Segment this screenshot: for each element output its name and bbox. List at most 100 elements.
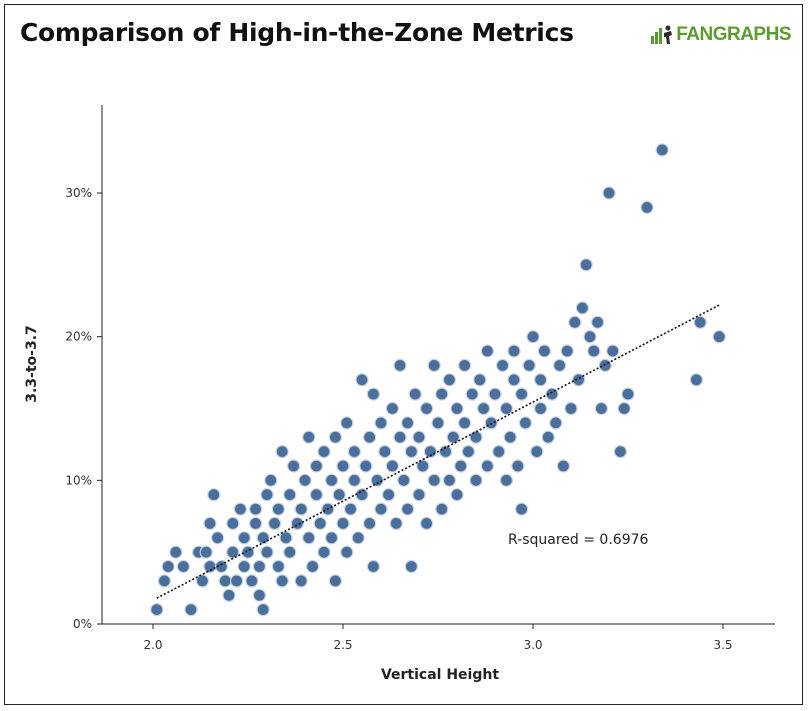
- scatter-point: [594, 401, 609, 416]
- scatter-point: [435, 387, 449, 401]
- scatter-point: [226, 516, 240, 531]
- scatter-point: [351, 531, 365, 545]
- scatter-point: [484, 416, 498, 430]
- scatter-point: [256, 602, 270, 617]
- scatter-point: [325, 473, 339, 487]
- scatter-point: [431, 416, 445, 430]
- scatter-point: [488, 387, 502, 401]
- scatter-point: [461, 445, 475, 459]
- scatter-point: [693, 315, 707, 329]
- scatter-point: [283, 488, 297, 502]
- scatter-point: [458, 416, 472, 430]
- scatter-point: [283, 545, 297, 559]
- scatter-point: [252, 588, 266, 602]
- scatter-point: [537, 344, 552, 358]
- scatter-point: [290, 516, 304, 531]
- y-axis-label: 3.3-to-3.7: [24, 325, 40, 403]
- scatter-point: [385, 401, 399, 416]
- scatter-point: [374, 416, 388, 430]
- scatter-point: [287, 459, 301, 473]
- scatter-point: [655, 143, 669, 157]
- scatter-point: [442, 373, 456, 387]
- scatter-point: [313, 516, 327, 531]
- scatter-point: [279, 531, 293, 545]
- scatter-point: [302, 531, 316, 545]
- scatter-point: [458, 358, 472, 372]
- scatter-point: [427, 358, 441, 372]
- scatter-point: [613, 445, 628, 459]
- scatter-point: [439, 445, 453, 459]
- scatter-point: [336, 516, 350, 531]
- scatter-point: [712, 330, 726, 344]
- scatter-point: [344, 502, 358, 516]
- scatter-point: [230, 574, 244, 588]
- scatter-point: [332, 488, 346, 502]
- scatter-point: [499, 473, 513, 487]
- scatter-point: [355, 373, 369, 387]
- scatter-point: [374, 502, 388, 516]
- scatter-point: [556, 459, 571, 473]
- chart-frame: [4, 4, 803, 705]
- scatter-point: [226, 545, 240, 559]
- scatter-point: [689, 373, 704, 387]
- scatter-point: [347, 445, 361, 459]
- scatter-point: [541, 430, 555, 444]
- scatter-point: [237, 531, 251, 545]
- scatter-point: [271, 502, 285, 516]
- scatter-point: [420, 516, 434, 531]
- scatter-point: [260, 488, 274, 502]
- scatter-point: [492, 445, 506, 459]
- scatter-point: [514, 502, 529, 516]
- scatter-point: [203, 516, 217, 531]
- y-tick-label: 30%: [65, 186, 92, 200]
- scatter-point: [621, 387, 635, 401]
- scatter-point: [533, 401, 548, 416]
- scatter-point: [533, 373, 548, 387]
- scatter-point: [302, 430, 316, 444]
- scatter-point: [157, 574, 171, 588]
- scatter-point: [169, 545, 183, 559]
- scatter-point: [309, 488, 323, 502]
- scatter-point: [640, 200, 654, 214]
- scatter-point: [249, 516, 263, 531]
- scatter-point: [222, 588, 236, 602]
- scatter-point: [195, 574, 209, 588]
- scatter-point: [568, 315, 582, 329]
- scatter-point: [336, 459, 350, 473]
- scatter-point: [427, 473, 441, 487]
- fangraphs-logo-text: FANGRAPHS: [676, 24, 791, 45]
- scatter-point: [598, 358, 612, 372]
- y-tick-label: 10%: [65, 473, 92, 487]
- scatter-point: [499, 401, 513, 416]
- scatter-point: [393, 358, 407, 372]
- scatter-point: [450, 488, 464, 502]
- scatter-point: [363, 430, 377, 444]
- scatter-point: [363, 516, 377, 531]
- scatter-point: [602, 186, 616, 200]
- scatter-point: [355, 488, 369, 502]
- fangraphs-logo-icon: [651, 25, 673, 44]
- scatter-point: [450, 401, 464, 416]
- scatter-point: [412, 488, 426, 502]
- scatter-point: [522, 358, 536, 372]
- scatter-point: [435, 502, 449, 516]
- scatter-point: [359, 459, 373, 473]
- scatter-point: [412, 430, 426, 444]
- scatter-point: [199, 545, 213, 559]
- scatter-point: [420, 401, 434, 416]
- scatter-point: [579, 258, 593, 272]
- scatter-point: [454, 459, 468, 473]
- scatter-point: [404, 445, 418, 459]
- scatter-point: [526, 330, 540, 344]
- scatter-point: [317, 545, 331, 559]
- scatter-point: [404, 559, 418, 574]
- scatter-point: [382, 488, 396, 502]
- scatter-point: [294, 502, 308, 516]
- scatter-point: [340, 545, 354, 559]
- scatter-point: [564, 401, 578, 416]
- scatter-point: [268, 516, 282, 531]
- scatter-point: [473, 373, 487, 387]
- scatter-point: [514, 387, 529, 401]
- scatter-point: [571, 373, 586, 387]
- scatter-point: [575, 301, 590, 315]
